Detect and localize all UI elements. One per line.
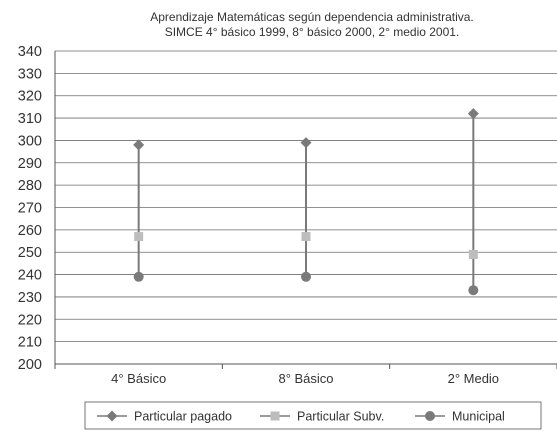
y-tick-label: 330	[18, 66, 42, 82]
legend-marker	[106, 410, 118, 422]
legend: Particular pagado Particular Subv. Municip…	[84, 401, 542, 430]
axes	[54, 51, 557, 369]
y-tick-label: 200	[18, 357, 42, 373]
y-tick-label: 270	[18, 201, 42, 217]
legend-label: Particular pagado	[134, 410, 232, 424]
marker-particular-pagado	[300, 137, 312, 149]
x-category-label: 2° Medio	[448, 371, 499, 386]
y-tick-label: 230	[18, 290, 42, 306]
marker-particular-subv	[301, 232, 311, 242]
data-markers	[133, 108, 479, 296]
y-axis-ticks: 200 210 220 230 240 250 260 270 280 290 300 310 320 3…	[18, 44, 42, 373]
y-tick-label: 260	[18, 223, 42, 239]
marker-particular-pagado	[467, 108, 479, 120]
y-tick-label: 280	[18, 178, 42, 194]
legend-marker	[425, 411, 435, 421]
marker-municipal	[133, 271, 144, 282]
marker-municipal	[301, 271, 311, 282]
marker-particular-subv	[134, 232, 144, 242]
y-tick-label: 210	[18, 335, 42, 351]
marker-particular-pagado	[133, 139, 145, 151]
y-tick-label: 250	[18, 245, 42, 261]
y-tick-label: 320	[18, 89, 42, 105]
legend-label: Municipal	[452, 410, 505, 424]
high-low-lines	[137, 113, 475, 291]
x-category-label: 8° Básico	[278, 371, 333, 386]
chart-title-line-1: Aprendizaje Matemáticas según dependenci…	[150, 10, 474, 24]
y-tick-label: 220	[18, 312, 42, 328]
chart-title-line-2: SIMCE 4° básico 1999, 8° básico 2000, 2°…	[165, 25, 460, 39]
y-tick-label: 240	[18, 268, 42, 284]
marker-municipal	[468, 285, 479, 296]
legend-box	[84, 401, 542, 430]
legend-label: Particular Subv.	[297, 410, 384, 424]
x-category-label: 4° Básico	[111, 371, 166, 386]
y-tick-label: 290	[18, 156, 42, 172]
legend-marker	[270, 411, 280, 421]
y-tick-label: 300	[18, 133, 42, 149]
y-tick-label: 340	[18, 44, 42, 60]
y-tick-label: 310	[18, 111, 42, 127]
marker-particular-subv	[468, 249, 478, 259]
x-axis-categories: 4° Básico 8° Básico 2° Medio	[111, 371, 499, 386]
